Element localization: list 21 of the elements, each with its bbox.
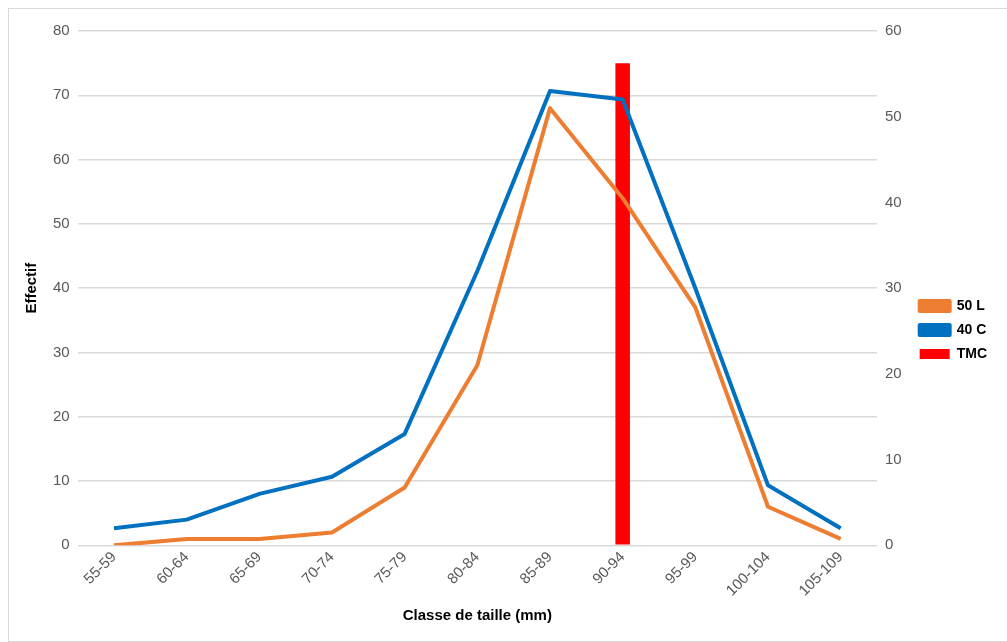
y-axis-title: Effectif [22,261,40,314]
y-tick-label: 70 [53,85,70,103]
y-tick-label: 30 [53,342,70,360]
x-axis-title: Classe de taille (mm) [402,606,552,624]
y-tick-label: 20 [53,406,70,424]
y2-tick-label: 40 [884,192,902,210]
y2-tick-label: 30 [884,278,902,296]
y2-tick-label: 10 [884,449,902,467]
legend-label: 40 C [956,320,987,337]
y-tick-label: 0 [61,535,70,553]
y-tick-label: 50 [53,214,70,232]
y-tick-label: 60 [53,149,70,167]
y-tick-label: 80 [53,21,70,39]
y2-tick-label: 60 [884,21,902,39]
y-tick-label: 40 [53,278,70,296]
legend-label: 50 L [956,296,986,313]
y2-tick-label: 0 [884,535,894,553]
y2-tick-label: 50 [884,106,902,124]
y2-tick-label: 20 [884,364,902,382]
legend-label: TMC [956,344,987,361]
y-tick-label: 10 [53,471,70,489]
